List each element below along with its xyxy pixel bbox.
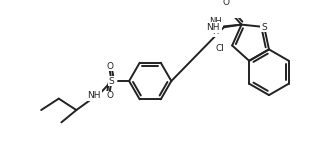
- Text: NH: NH: [87, 91, 101, 100]
- Text: O: O: [222, 0, 229, 7]
- Text: O: O: [106, 91, 113, 101]
- Text: O: O: [106, 62, 113, 71]
- Text: S: S: [261, 22, 267, 31]
- Text: NH: NH: [206, 23, 220, 32]
- Text: Cl: Cl: [216, 44, 224, 53]
- Text: NH
H: NH H: [209, 17, 221, 36]
- Text: S: S: [109, 77, 115, 86]
